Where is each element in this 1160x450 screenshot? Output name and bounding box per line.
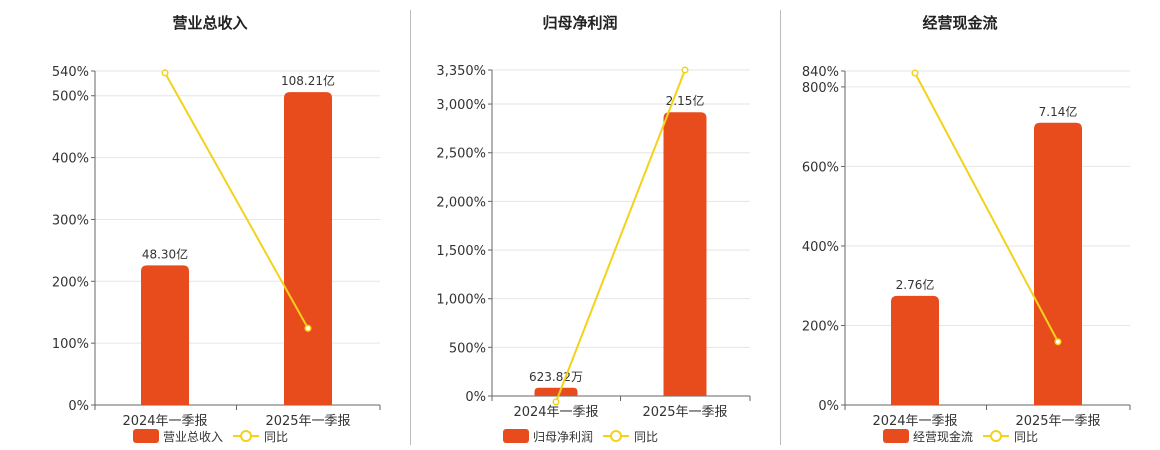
legend-swatch-marker — [240, 430, 252, 442]
legend-label: 同比 — [634, 430, 658, 444]
line-point — [304, 324, 312, 332]
y-tick-label: 400% — [802, 240, 839, 255]
bar — [141, 265, 189, 405]
panel-divider — [780, 10, 781, 445]
line-point — [911, 69, 919, 77]
bar-data-label: 48.30亿 — [142, 246, 188, 261]
x-tick-label: 2024年一季报 — [513, 405, 598, 420]
y-tick-label: 0% — [68, 399, 89, 414]
y-tick-label: 100% — [52, 337, 89, 352]
legend-swatch-bar — [133, 429, 159, 443]
panel-divider — [410, 10, 411, 445]
y-tick-label: 840% — [802, 65, 839, 80]
legend-label: 同比 — [1014, 430, 1038, 444]
y-tick-label: 500% — [449, 341, 486, 356]
line-point — [552, 398, 560, 406]
series-line — [164, 72, 309, 329]
y-tick-label: 500% — [52, 90, 89, 105]
bar-data-label: 108.21亿 — [281, 73, 335, 88]
line-point — [161, 69, 169, 77]
bar — [1034, 122, 1082, 406]
legend-swatch-bar — [883, 429, 909, 443]
legend-swatch-marker — [610, 430, 622, 442]
y-tick-label: 1,500% — [436, 244, 486, 259]
y-tick-label: 0% — [818, 399, 839, 414]
y-tick-label: 2,500% — [436, 147, 486, 162]
x-tick-label: 2025年一季报 — [1015, 414, 1100, 429]
bar — [534, 387, 578, 396]
y-tick-label: 2,000% — [436, 195, 486, 210]
legend-label: 经营现金流 — [913, 429, 973, 444]
chart-title-cash-flow: 经营现金流 — [922, 14, 998, 32]
y-tick-label: 200% — [52, 275, 89, 290]
legend-label: 归母净利润 — [533, 430, 593, 444]
x-tick-label: 2024年一季报 — [122, 414, 207, 429]
x-tick-label: 2025年一季报 — [642, 405, 727, 420]
y-tick-label: 600% — [802, 160, 839, 175]
bar-data-label: 623.82万 — [529, 370, 583, 384]
bar — [663, 112, 707, 397]
x-tick-label: 2025年一季报 — [265, 414, 350, 429]
y-tick-label: 200% — [802, 319, 839, 334]
bar-data-label: 2.76亿 — [896, 277, 935, 292]
y-tick-label: 800% — [802, 81, 839, 96]
y-tick-label: 1,000% — [436, 293, 486, 308]
y-tick-label: 0% — [465, 390, 486, 405]
chart-title-revenue: 营业总收入 — [172, 14, 248, 32]
y-tick-label: 400% — [52, 152, 89, 167]
y-tick-label: 3,350% — [436, 64, 486, 79]
y-tick-label: 540% — [52, 65, 89, 80]
line-point — [1054, 338, 1062, 346]
y-tick-label: 300% — [52, 213, 89, 228]
y-tick-label: 3,000% — [436, 98, 486, 113]
x-tick-label: 2024年一季报 — [872, 414, 957, 429]
chart-title-net-profit: 归母净利润 — [542, 14, 618, 32]
legend-label: 同比 — [264, 430, 288, 444]
series-line — [555, 69, 686, 403]
bar — [891, 295, 939, 405]
line-point — [681, 66, 689, 74]
bar-data-label: 7.14亿 — [1039, 104, 1078, 119]
legend-swatch-marker — [990, 430, 1002, 442]
legend-label: 营业总收入 — [163, 430, 223, 444]
series-line — [914, 72, 1059, 343]
bar — [284, 92, 332, 405]
legend-swatch-bar — [503, 429, 529, 443]
